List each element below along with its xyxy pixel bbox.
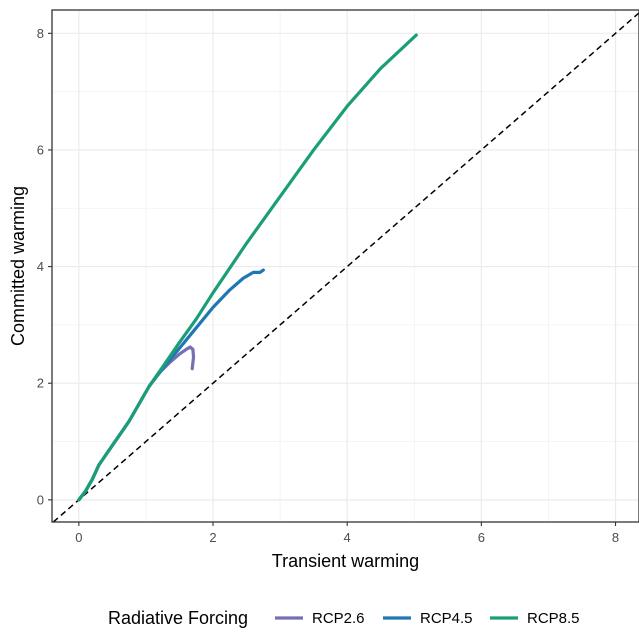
x-tick-label: 8 — [612, 530, 619, 545]
x-tick-label: 4 — [344, 530, 351, 545]
y-axis-ticks: 0 2 4 6 8 — [37, 26, 52, 507]
x-axis-title: Transient warming — [272, 551, 419, 571]
x-axis-ticks: 0 2 4 6 8 — [75, 522, 619, 545]
x-tick-label: 2 — [209, 530, 216, 545]
y-tick-label: 4 — [37, 259, 44, 274]
x-tick-label: 0 — [75, 530, 82, 545]
legend: Radiative Forcing RCP2.6 RCP4.5 RCP8.5 — [108, 608, 580, 628]
series-line-rcp4-5 — [77, 268, 265, 502]
grid — [52, 10, 639, 522]
series-layer — [77, 33, 418, 502]
legend-label-rcp2-6: RCP2.6 — [312, 610, 365, 627]
x-tick-label: 6 — [478, 530, 485, 545]
panel-border — [51, 9, 639, 523]
series-line-rcp8-5 — [77, 33, 418, 502]
reference-line-layer — [52, 12, 639, 523]
y-tick-label: 8 — [37, 26, 44, 41]
legend-label-rcp4-5: RCP4.5 — [420, 610, 473, 627]
legend-items: RCP2.6 RCP4.5 RCP8.5 — [275, 610, 580, 627]
reference-line-1to1 — [52, 12, 639, 523]
y-tick-label: 6 — [37, 142, 44, 157]
y-axis-title: Committed warming — [8, 186, 28, 346]
legend-label-rcp8-5: RCP8.5 — [527, 610, 580, 627]
legend-title: Radiative Forcing — [108, 608, 248, 628]
y-tick-label: 2 — [37, 376, 44, 391]
y-tick-label: 0 — [37, 492, 44, 507]
series-line-rcp2-6 — [77, 345, 196, 502]
